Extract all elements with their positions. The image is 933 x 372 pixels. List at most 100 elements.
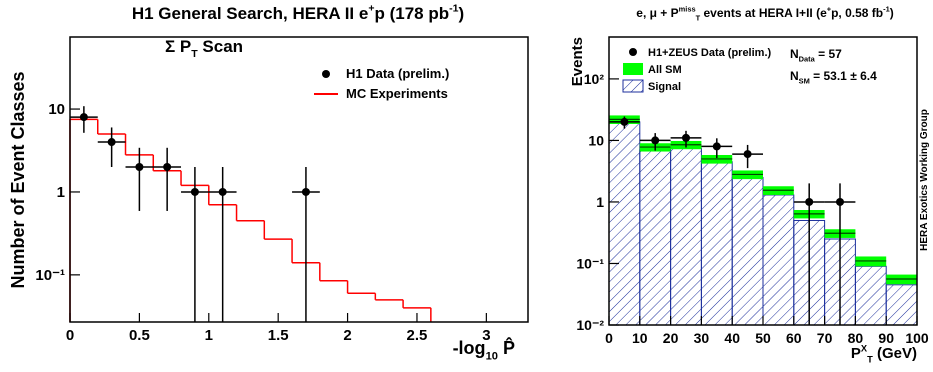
data-point [620, 117, 629, 126]
x-axis-label-part: T [867, 355, 873, 365]
legend-marker [623, 63, 643, 75]
legend-marker [629, 48, 637, 56]
data-point [79, 113, 88, 122]
data-point [805, 197, 814, 206]
signal-bar [731, 176, 764, 326]
data-point [836, 197, 844, 206]
x-tick-label: 1 [205, 327, 213, 344]
annotation-part: T [191, 48, 198, 60]
x-tick-label: 40 [724, 330, 740, 346]
data-point [682, 133, 690, 142]
legend-label: H1 Data (prelim.) [346, 66, 449, 81]
annotation-part: Data [799, 55, 816, 64]
chart-title: H1 General Search, HERA II e+p (178 pb-1… [132, 2, 464, 23]
annotation-part: Σ P [165, 37, 191, 56]
x-tick-label: 2.5 [407, 327, 428, 344]
chart-title-part: ) [459, 4, 465, 23]
chart-title-part: + [827, 5, 832, 14]
annotation-part: = 53.1 ± 6.4 [810, 69, 877, 83]
x-tick-label: 100 [905, 330, 929, 346]
data-point [218, 187, 227, 196]
annotation-part: HERA Exotics Working Group [919, 109, 930, 251]
data-point [743, 150, 752, 159]
y-axis-label: Number of Event Classes [8, 71, 28, 288]
annotation-part: Scan [198, 37, 243, 56]
legend-label: All SM [648, 64, 682, 76]
x-axis-label-part: 10 [486, 350, 498, 362]
x-axis-label-part: -log [453, 338, 486, 358]
x-tick-label: 60 [786, 330, 802, 346]
data-point [135, 163, 144, 172]
chart-title-part: miss [679, 5, 696, 14]
x-axis-label-part: (GeV) [873, 345, 917, 362]
y-tick-label: 1 [57, 184, 65, 201]
data-point [301, 187, 310, 196]
data-point [163, 163, 172, 172]
chart-title-part: T [696, 14, 701, 23]
y-tick-label: 10⁻¹ [35, 267, 65, 284]
annotation-part: N [790, 69, 799, 83]
x-tick-label: 3 [482, 327, 490, 344]
y-tick-label: 1 [596, 194, 604, 210]
legend-label: MC Experiments [346, 86, 448, 101]
signal-bar [854, 265, 887, 326]
x-tick-label: 90 [878, 330, 894, 346]
annotation-part: = 57 [815, 47, 842, 61]
chart-title-part: e, μ + P [636, 6, 678, 20]
x-axis-label: PXT (GeV) [851, 343, 917, 364]
chart-title-part: events at HERA I+II (e [700, 6, 827, 20]
y-tick-label: 10² [584, 71, 605, 87]
annotation-part: N [790, 47, 799, 61]
data-point [712, 142, 721, 151]
chart-title: e, μ + PmissT events at HERA I+II (e+p, … [636, 5, 893, 23]
signal-bar [639, 149, 672, 326]
x-tick-label: 2 [343, 327, 351, 344]
annotation: HERA Exotics Working Group [919, 109, 930, 251]
chart-title-part: H1 General Search, HERA II e [132, 4, 369, 23]
y-axis-label-part: Number of Event Classes [8, 71, 28, 288]
x-tick-label: 20 [663, 330, 679, 346]
legend-label: H1+ZEUS Data (prelim.) [648, 47, 772, 59]
x-tick-label: 0.5 [129, 327, 150, 344]
legend-label: Signal [648, 81, 681, 93]
x-tick-label: 50 [755, 330, 771, 346]
x-axis-label-part: P̂ [498, 337, 515, 358]
y-tick-label: 10 [588, 132, 604, 148]
x-axis-label: -log10 P̂ [453, 337, 515, 363]
data-point [190, 187, 199, 196]
annotation-part: SM [799, 77, 810, 86]
data-point [651, 136, 660, 145]
x-tick-label: 0 [605, 330, 613, 346]
data-point [107, 138, 116, 147]
signal-bar [608, 121, 641, 326]
signal-bar [700, 161, 733, 326]
y-axis-label: Events [569, 37, 586, 86]
y-tick-label: 10 [48, 101, 65, 118]
annotation: NData = 57 [790, 47, 842, 64]
legend-marker [322, 70, 330, 78]
x-axis-label-part: X [861, 343, 868, 353]
signal-bar [885, 284, 918, 326]
x-tick-label: 80 [848, 330, 864, 346]
annotation: Σ PT Scan [165, 37, 243, 60]
x-tick-label: 10 [632, 330, 648, 346]
x-tick-label: 1.5 [268, 327, 289, 344]
legend-marker [622, 79, 644, 93]
signal-bar [762, 194, 795, 326]
chart-title-part: p, 0.58 fb [831, 6, 883, 20]
y-axis-label-part: Events [569, 37, 586, 86]
y-tick-label: 10⁻¹ [576, 255, 604, 271]
y-tick-label: 10⁻² [576, 317, 604, 333]
plot-frame [69, 36, 529, 323]
x-tick-label: 0 [66, 327, 74, 344]
chart-title-part: p (178 pb [375, 4, 450, 23]
x-tick-label: 30 [694, 330, 710, 346]
chart-title-part: + [368, 2, 374, 14]
signal-bar [670, 147, 702, 326]
x-tick-label: 70 [817, 330, 833, 346]
chart-title-part: -1 [883, 5, 890, 14]
chart-title-part: -1 [449, 2, 459, 14]
annotation: NSM = 53.1 ± 6.4 [790, 69, 877, 86]
x-axis-label-part: P [851, 345, 861, 362]
